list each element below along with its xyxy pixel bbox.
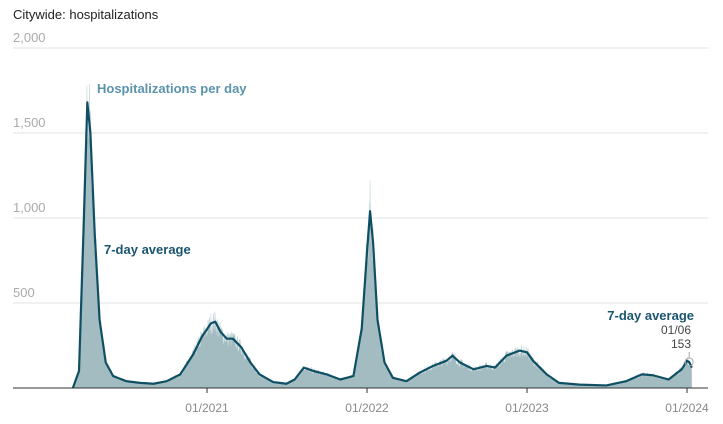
y-tick-label: 1,500 [13,115,46,130]
latest-value: 153 [671,337,691,351]
latest-date: 01/06 [661,323,691,337]
y-tick-label: 2,000 [13,30,46,45]
y-tick-label: 1,000 [13,200,46,215]
x-tick-label: 01/2021 [185,401,229,415]
x-tick-label: 01/2022 [345,401,389,415]
y-tick-label: 500 [13,285,35,300]
latest-average-label: 7-day average [607,308,694,323]
latest-point-marker [684,357,694,367]
x-tick-label: 01/2023 [505,401,549,415]
x-tick-label: 01/2024 [665,401,709,415]
average-series-label: 7-day average [104,242,191,257]
daily-series-label: Hospitalizations per day [97,81,247,96]
daily-hospitalizations-area [72,83,693,389]
seven-day-average-line [71,101,693,389]
chart-title: Citywide: hospitalizations [13,7,159,22]
